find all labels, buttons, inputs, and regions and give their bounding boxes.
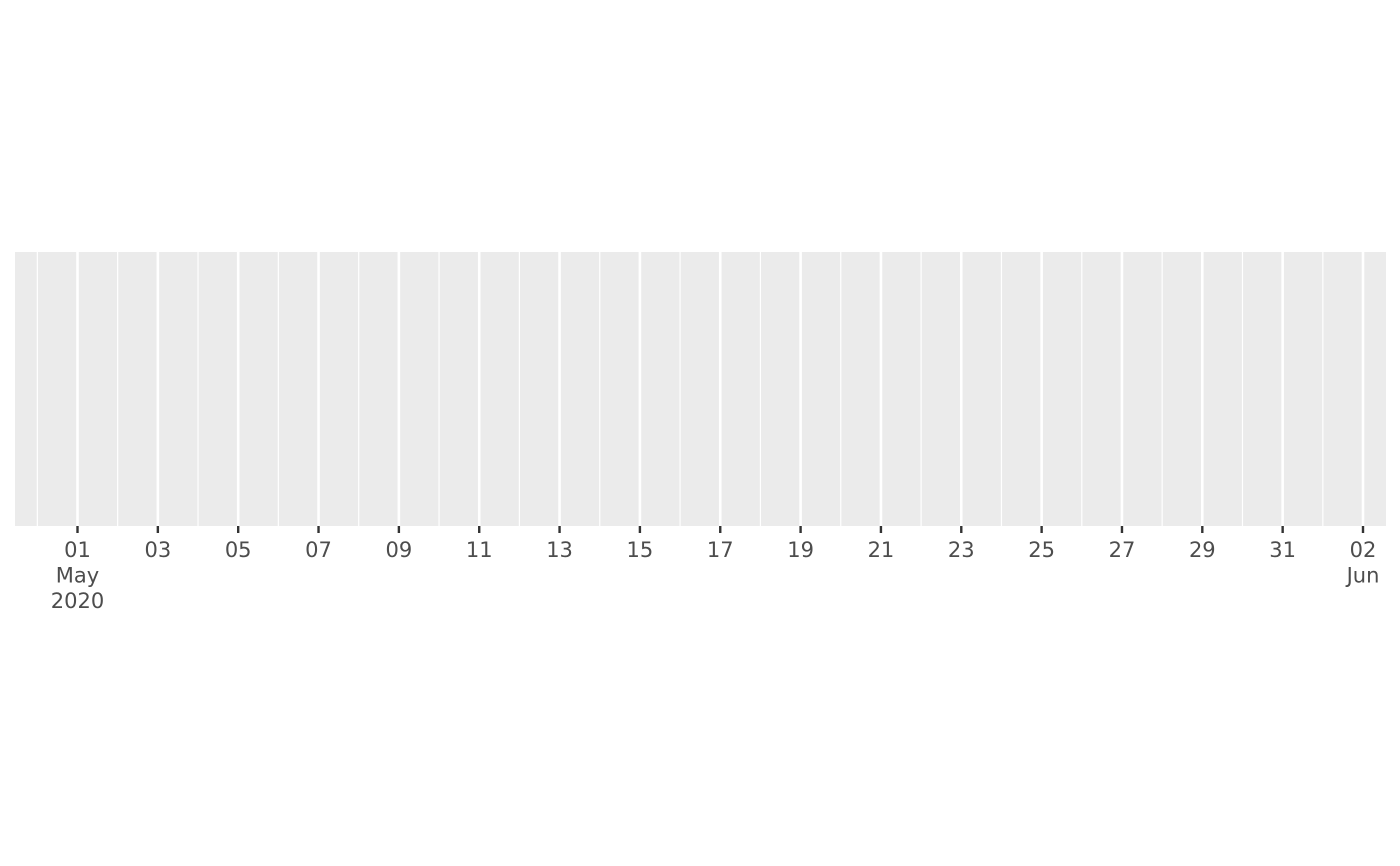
x-tick-label: 05 — [225, 538, 252, 562]
x-tick-label: 25 — [1028, 538, 1055, 562]
x-tick-label: 01 — [64, 538, 91, 562]
x-tick-label: 17 — [707, 538, 734, 562]
x-tick-label: 13 — [546, 538, 573, 562]
x-tick-label: 07 — [305, 538, 332, 562]
x-tick-label: 15 — [627, 538, 654, 562]
x-tick-label: 11 — [466, 538, 493, 562]
x-tick-month-label: May — [56, 564, 99, 588]
x-tick-label: 27 — [1109, 538, 1136, 562]
x-tick-label: 29 — [1189, 538, 1216, 562]
major-gridlines — [76, 252, 1365, 526]
x-tick-label: 19 — [787, 538, 814, 562]
x-tick-label: 09 — [386, 538, 413, 562]
x-axis-ticks — [76, 526, 1365, 533]
x-tick-label: 23 — [948, 538, 975, 562]
x-tick-label: 21 — [868, 538, 895, 562]
x-tick-label: 03 — [144, 538, 171, 562]
x-tick-label: 31 — [1269, 538, 1296, 562]
x-tick-label: 02 — [1350, 538, 1377, 562]
x-tick-year-label: 2020 — [51, 589, 104, 613]
x-tick-month-label: Jun — [1345, 564, 1380, 588]
minor-gridlines — [36, 252, 1324, 526]
plot-panel — [15, 252, 1386, 526]
